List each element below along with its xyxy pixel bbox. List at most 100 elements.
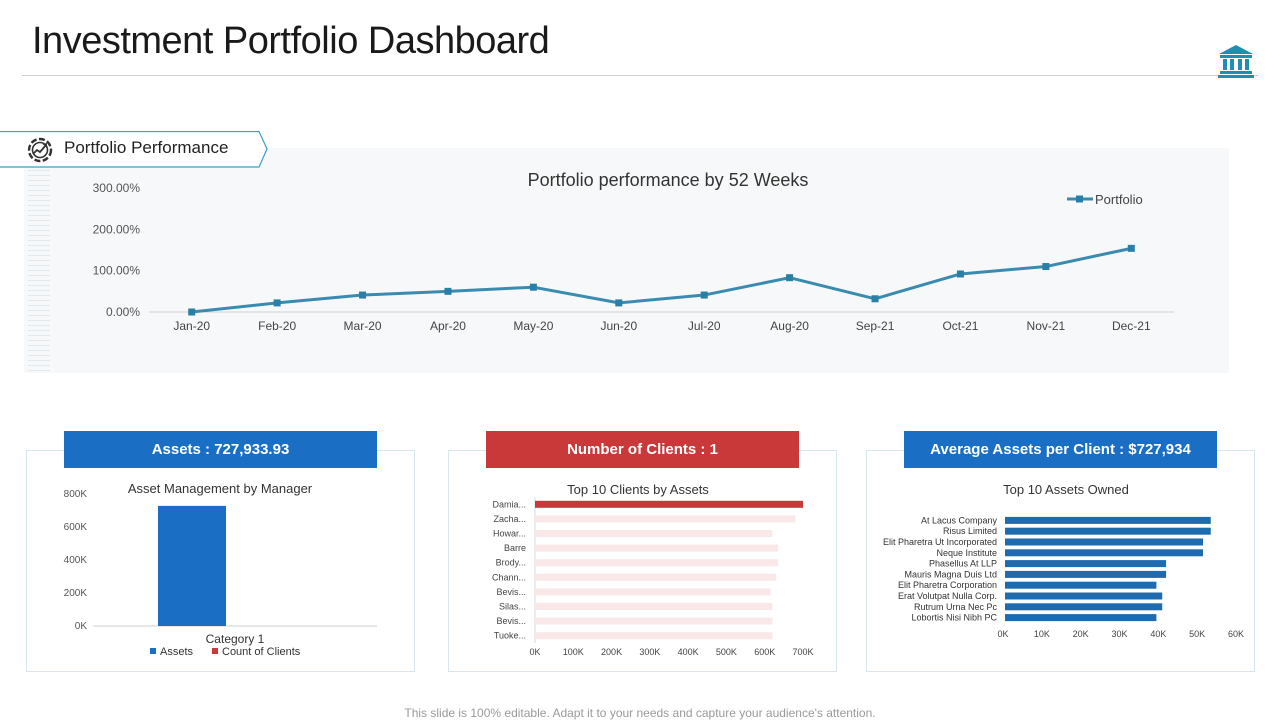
y-tick-label: 200K [64,588,88,599]
x-tick-label: Jan-20 [173,319,210,333]
section-label: Portfolio Performance [64,138,229,157]
title-divider [22,75,1258,76]
data-point [956,270,964,278]
y-tick-label: 800K [64,489,88,500]
asset-bar [1005,581,1157,589]
performance-gauge-icon [27,137,53,163]
section-tab-portfolio-performance[interactable]: Portfolio Performance [0,131,268,168]
x-tick-label: 20K [1073,629,1089,639]
x-tick-label: Jun-20 [600,319,637,333]
x-tick-label: Nov-21 [1027,319,1066,333]
client-bar [535,500,803,508]
clients-header: Number of Clients : 1 [486,431,799,468]
y-tick-label: 300.00% [93,181,141,195]
performance-line-chart: Portfolio performance by 52 Weeks 0.00% 10… [93,170,1174,333]
asset-bar [1005,592,1163,600]
category-label: Rutrum Urna Nec Pc [914,602,998,612]
footer-note: This slide is 100% editable. Adapt it to… [404,706,876,720]
category-label: At Lacus Company [921,515,998,525]
x-tick-label: Aug-20 [770,319,809,333]
performance-panel [24,148,1229,373]
asset-bar [1005,570,1167,578]
client-bar [535,544,779,552]
category-label: Tuoke... [494,631,526,641]
asset-bar [1005,516,1211,524]
y-tick-label: 200.00% [93,222,141,236]
category-label: Brody... [496,558,526,568]
legend-label: Portfolio [1095,192,1143,207]
category-label: Howar... [493,529,526,539]
x-tick-label: 400K [678,647,699,657]
y-tick-label: 100.00% [93,264,141,278]
x-tick-label: 700K [792,647,813,657]
asset-bar [1005,527,1211,535]
y-tick-label: 0.00% [106,305,140,319]
x-tick-label: 500K [716,647,737,657]
legend-marker-assets [150,648,156,654]
client-bar [535,559,779,567]
average-header: Average Assets per Client : $727,934 [904,431,1217,468]
data-point [188,308,196,316]
client-bar [535,588,771,596]
category-label: Mauris Magna Duis Ltd [904,569,997,579]
category-label: Elit Pharetra Corporation [898,580,997,590]
data-point [1042,263,1050,271]
asset-bar [1005,560,1167,568]
decorative-stripes [28,170,50,375]
x-tick-label: 600K [754,647,775,657]
legend-marker-clients [212,648,218,654]
x-tick-label: May-20 [513,319,553,333]
data-point [359,291,367,299]
assets-header: Assets : 727,933.93 [64,431,377,468]
x-tick-label: Sep-21 [856,319,895,333]
asset-bar [1005,538,1203,546]
y-tick-label: 0K [75,621,88,632]
x-tick-label: 60K [1228,629,1244,639]
bank-icon [1218,45,1254,78]
data-point [615,299,623,307]
chart-title: Asset Management by Manager [128,481,313,496]
x-tick-label: 0K [529,647,540,657]
x-tick-label: 50K [1189,629,1205,639]
category-label: Chann... [492,572,526,582]
x-tick-label: Oct-21 [942,319,978,333]
data-point [529,283,537,291]
x-tick-label: 200K [601,647,622,657]
legend-marker [1076,195,1083,203]
category-label: Risus Limited [943,526,997,536]
y-tick-label: 400K [64,555,88,566]
category-label: Lobortis Nisi Nibh PC [911,613,997,623]
category-label: Erat Volutpat Nulla Corp. [898,591,997,601]
category-label: Neque Institute [936,548,997,558]
data-point [786,274,794,282]
x-tick-label: 40K [1150,629,1166,639]
category-label: Barre [504,543,526,553]
category-label: Phasellus At LLP [929,559,997,569]
x-tick-label: 10K [1034,629,1050,639]
client-bar [535,530,773,537]
data-point [444,287,452,295]
category-label: Bevis... [496,587,526,597]
client-bar [535,603,773,610]
data-point [871,295,879,303]
x-tick-label: Category 1 [206,632,265,646]
category-label: Elit Pharetra Ut Incorporated [883,537,997,547]
x-tick-label: 0K [997,629,1008,639]
y-tick-label: 600K [64,522,88,533]
legend-label-assets: Assets [160,646,194,658]
x-tick-label: Dec-21 [1112,319,1151,333]
category-label: Damia... [492,499,526,509]
client-bar [535,573,777,581]
x-tick-label: Apr-20 [430,319,466,333]
data-point [700,291,708,299]
asset-bar [1005,614,1157,622]
x-tick-label: Feb-20 [258,319,296,333]
x-tick-label: Mar-20 [344,319,382,333]
x-tick-label: 300K [639,647,660,657]
category-label: Silas... [499,602,526,612]
asset-bar [1005,549,1203,557]
client-bar [535,632,773,640]
x-tick-label: 100K [563,647,584,657]
chart-title: Portfolio performance by 52 Weeks [528,170,809,190]
x-tick-label: Jul-20 [688,319,721,333]
